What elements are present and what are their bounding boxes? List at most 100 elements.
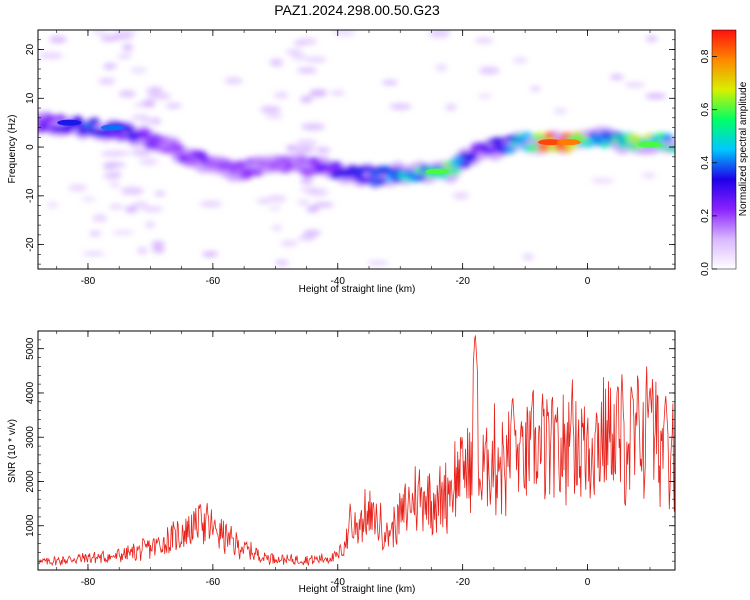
heatmap-cell [301, 169, 314, 177]
heatmap-cell [582, 140, 595, 148]
heatmap-cell [642, 172, 656, 179]
heatmap-cell [313, 202, 334, 208]
y-tick-label: -10 [25, 188, 36, 203]
heatmap-cell [224, 77, 243, 84]
spectrogram-panel: -80 -60 -40 -20 0 -20 -10 0 10 20 Height of stra… [7, 29, 676, 295]
heatmap-hotspot [57, 119, 82, 126]
heatmap-cell [645, 93, 667, 99]
heatmap-cell [104, 63, 118, 69]
heatmap-cell [91, 30, 108, 35]
heatmap-cell [151, 240, 165, 247]
heatmap-cell [137, 247, 148, 255]
heatmap-cell [522, 253, 535, 260]
heatmap-cell [306, 205, 320, 213]
heatmap-cell [189, 156, 202, 164]
heatmap-cell [616, 141, 629, 149]
heatmap-cell [332, 30, 357, 37]
heatmap-cell [38, 125, 50, 133]
heatmap-cell [54, 114, 67, 122]
heatmap-cell [477, 93, 492, 99]
heatmap-cell [447, 168, 460, 176]
heatmap-cell [590, 178, 615, 184]
heatmap-cell [363, 165, 376, 173]
heatmap-cell [553, 108, 567, 114]
heatmap-cell [88, 117, 101, 125]
heatmap-cell [435, 64, 448, 72]
heatmap-cell [464, 154, 477, 162]
heatmap-cell [120, 187, 144, 195]
heatmap-cell [267, 195, 287, 202]
heatmap-cell [112, 230, 134, 236]
heatmap-cell [301, 123, 325, 131]
heatmap-cell [269, 58, 284, 67]
heatmap-cell [504, 146, 517, 154]
x-tick-label: -20 [455, 577, 470, 588]
colorbar-tick-label: 0.2 [700, 209, 711, 223]
spectrogram-frame [37, 29, 676, 270]
heatmap-cell [165, 103, 182, 109]
heatmap-cell [103, 162, 126, 168]
spectrogram-y-axis-label: Frequency (Hz) [7, 115, 18, 184]
heatmap-cell [43, 116, 56, 124]
heatmap-cell [271, 225, 283, 231]
heatmap-cell [609, 74, 624, 80]
x-tick-label: 0 [585, 577, 591, 588]
heatmap-cell [151, 245, 166, 254]
heatmap-cell [624, 82, 646, 88]
heatmap-cell [300, 178, 314, 185]
heatmap-cell [520, 131, 533, 139]
colorbar: 0.0 0.2 0.4 0.6 0.8 Normalized spectral ampl… [700, 29, 749, 276]
heatmap-cell [273, 91, 289, 99]
heatmap-cell [478, 66, 500, 75]
y-tick-label: 1000 [25, 514, 36, 537]
y-tick-label: 3000 [25, 426, 36, 449]
heatmap-cell [260, 105, 282, 114]
heatmap-cell [667, 145, 675, 153]
x-tick-label: -40 [331, 577, 346, 588]
x-tick-label: -20 [455, 276, 470, 287]
colorbar-label: Normalized spectral amplitude [738, 81, 749, 216]
heatmap-cell [98, 77, 116, 85]
heatmap-cell [131, 149, 152, 156]
heatmap-cell [132, 201, 149, 208]
heatmap-cell [82, 251, 106, 256]
snr-x-ticks: -80 -60 -40 -20 0 [56, 331, 651, 588]
heatmap-cell [132, 103, 149, 108]
y-tick-label: 0 [25, 144, 36, 150]
heatmap-hotspot [538, 139, 563, 146]
heatmap-cell [305, 57, 327, 63]
heatmap-cell [645, 35, 658, 43]
heatmap-cell [141, 206, 164, 212]
heatmap-cell [367, 260, 389, 265]
heatmap-cell [172, 144, 185, 152]
heatmap-cell [124, 205, 138, 213]
heatmap-cell [295, 146, 315, 154]
snr-y-axis-label: SNR (10 * v/v) [7, 419, 18, 483]
y-tick-label: 4000 [25, 381, 36, 404]
heatmap-hotspot [638, 141, 663, 148]
heatmap-cell [154, 191, 166, 197]
heatmap-cell [199, 200, 223, 208]
heatmap-cell [202, 251, 218, 257]
heatmap-cell [341, 171, 354, 179]
y-tick-label: 2000 [25, 470, 36, 493]
colorbar-tick-label: 0.8 [700, 49, 711, 63]
heatmap-cell [414, 174, 427, 182]
snr-panel: -80 -60 -40 -20 0 1000 2000 3000 4000 5000 Heigh… [7, 330, 676, 595]
figure-title: PAZ1.2024.298.00.50.G23 [274, 2, 440, 18]
heatmap-cell [100, 34, 120, 42]
heatmap-cell [297, 235, 316, 241]
heatmap-cell [295, 139, 318, 147]
heatmap-cell [122, 44, 134, 52]
x-tick-label: -40 [331, 276, 346, 287]
heatmap-cell [145, 86, 164, 95]
heatmap-cell [89, 231, 102, 236]
heatmap-cell [303, 230, 322, 236]
heatmap-cell [100, 150, 123, 157]
heatmap-cell [297, 200, 310, 205]
heatmap-cell [299, 95, 313, 104]
heatmap-cell [269, 206, 281, 211]
heatmap-cell [110, 171, 122, 177]
heatmap-cell [532, 133, 545, 141]
